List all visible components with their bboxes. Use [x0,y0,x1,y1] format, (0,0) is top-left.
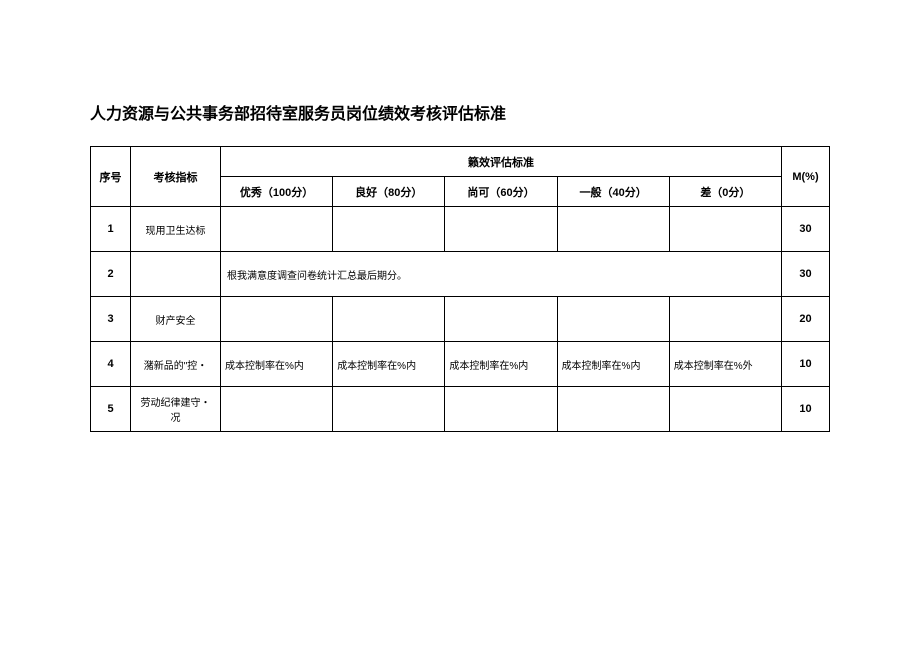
average-cell: 成本控制率在%内 [557,342,669,387]
header-excellent: 优秀（100分） [221,177,333,207]
fair-cell [445,387,557,432]
poor-cell: 成本控制率在%外 [669,342,781,387]
table-row: 3 财产安全 20 [91,297,830,342]
poor-cell [669,387,781,432]
weight-cell: 30 [782,252,830,297]
fair-cell [445,207,557,252]
table-row: 1 现用卫生达标 30 [91,207,830,252]
table-row: 4 潴新品的"控・ 成本控制率在%内 成本控制率在%内 成本控制率在%内 成本控… [91,342,830,387]
header-weight: M(%) [782,147,830,207]
average-cell [557,387,669,432]
seq-cell: 4 [91,342,131,387]
header-good: 良好（80分） [333,177,445,207]
average-cell [557,297,669,342]
excellent-cell [221,387,333,432]
poor-cell [669,207,781,252]
header-row-1: 序号 考核指标 籁效评估标准 M(%) [91,147,830,177]
weight-cell: 20 [782,297,830,342]
indicator-cell: 潴新品的"控・ [131,342,221,387]
header-average: 一般（40分） [557,177,669,207]
fair-cell [445,297,557,342]
merged-note-cell: 根我满意度调查问卷统计汇总最后期分。 [221,252,782,297]
header-criteria-group: 籁效评估标准 [221,147,782,177]
excellent-cell: 成本控制率在%内 [221,342,333,387]
seq-cell: 2 [91,252,131,297]
header-poor: 差（0分） [669,177,781,207]
weight-cell: 10 [782,342,830,387]
header-indicator: 考核指标 [131,147,221,207]
good-cell: 成本控制率在%内 [333,342,445,387]
weight-cell: 30 [782,207,830,252]
table-row: 5 劳动纪律建守・况 10 [91,387,830,432]
indicator-cell: 劳动纪律建守・况 [131,387,221,432]
header-fair: 尚可（60分） [445,177,557,207]
good-cell [333,297,445,342]
header-seq: 序号 [91,147,131,207]
indicator-cell [131,252,221,297]
table-row: 2 根我满意度调查问卷统计汇总最后期分。 30 [91,252,830,297]
page-title: 人力资源与公共事务部招待室服务员岗位绩效考核评估标准 [90,100,830,124]
good-cell [333,207,445,252]
excellent-cell [221,297,333,342]
good-cell [333,387,445,432]
seq-cell: 3 [91,297,131,342]
indicator-cell: 现用卫生达标 [131,207,221,252]
excellent-cell [221,207,333,252]
average-cell [557,207,669,252]
weight-cell: 10 [782,387,830,432]
evaluation-table: 序号 考核指标 籁效评估标准 M(%) 优秀（100分） 良好（80分） 尚可（… [90,146,830,432]
poor-cell [669,297,781,342]
indicator-cell: 财产安全 [131,297,221,342]
seq-cell: 5 [91,387,131,432]
seq-cell: 1 [91,207,131,252]
fair-cell: 成本控制率在%内 [445,342,557,387]
